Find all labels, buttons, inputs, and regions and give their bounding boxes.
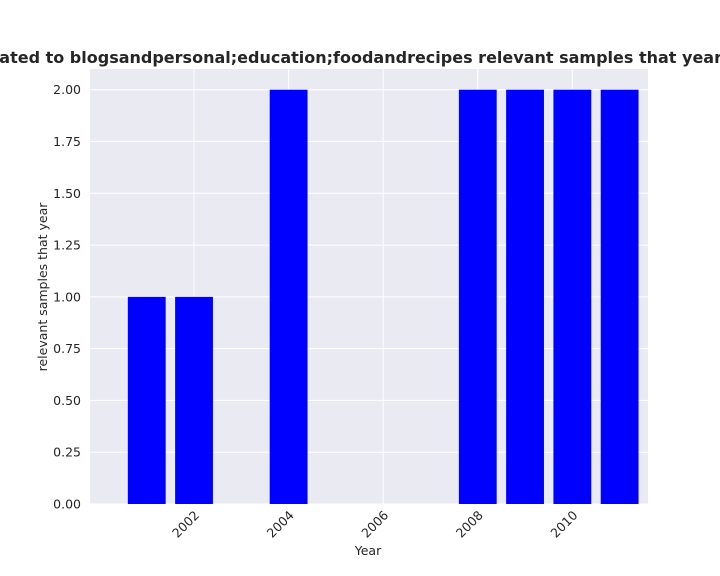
y-tick-label: 1.50 — [53, 186, 81, 201]
x-tick-label: 2002 — [169, 508, 202, 541]
y-tick-label: 0.50 — [53, 393, 81, 408]
x-axis-label: Year — [354, 543, 382, 558]
x-tick-label: 2010 — [547, 507, 580, 540]
x-tick-labels: 2002 2004 2006 2008 2010 — [169, 507, 580, 540]
x-tick-label: 2006 — [358, 507, 391, 540]
bars — [127, 89, 639, 504]
bar — [458, 89, 497, 504]
bar — [600, 89, 639, 504]
y-tick-label: 1.25 — [53, 238, 81, 253]
bar — [506, 89, 544, 504]
y-axis-label: relevant samples that year — [35, 202, 50, 372]
y-tick-label: 1.75 — [53, 134, 81, 149]
chart-title: are related to blogsandpersonal;educatio… — [0, 48, 720, 67]
bar — [553, 89, 592, 504]
x-tick-label: 2008 — [453, 507, 486, 540]
bar — [269, 89, 308, 504]
bar — [175, 296, 213, 504]
y-tick-label: 0.00 — [53, 497, 81, 512]
y-tick-labels: 0.00 0.25 0.50 0.75 1.00 1.25 1.50 1.75 2.00 — [53, 82, 81, 511]
y-tick-label: 2.00 — [53, 82, 81, 97]
x-tick-label: 2004 — [264, 507, 297, 540]
y-tick-label: 0.25 — [53, 445, 81, 460]
y-tick-label: 1.00 — [53, 289, 81, 304]
y-tick-label: 0.75 — [53, 341, 81, 356]
bar — [127, 296, 166, 504]
